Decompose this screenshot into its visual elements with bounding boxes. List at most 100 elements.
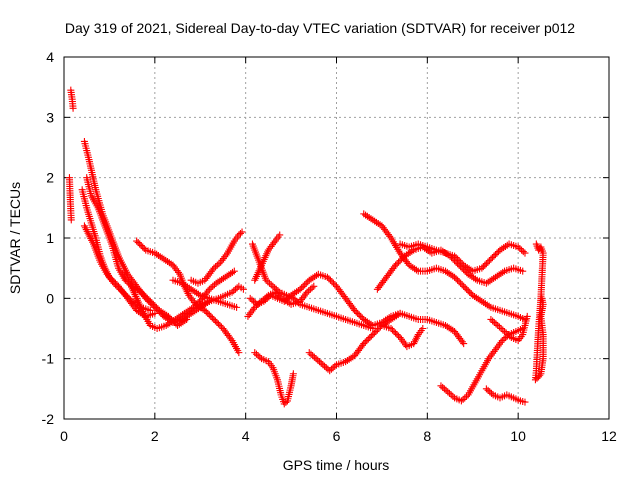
data-point-marker xyxy=(369,331,377,339)
data-point-marker xyxy=(251,349,259,357)
data-point-marker xyxy=(372,328,380,336)
data-point-marker xyxy=(267,281,275,289)
data-point-marker xyxy=(276,231,284,239)
data-point-marker xyxy=(296,285,304,293)
series-track-24 xyxy=(482,385,529,406)
data-point-marker xyxy=(204,309,212,317)
data-point-marker xyxy=(492,320,500,328)
x-tick-label: 6 xyxy=(333,428,341,444)
data-point-marker xyxy=(364,335,372,343)
data-point-marker xyxy=(254,352,262,360)
data-point-marker xyxy=(484,258,492,266)
data-point-marker xyxy=(256,353,264,361)
data-point-marker xyxy=(370,329,378,337)
x-tick-label: 0 xyxy=(60,428,68,444)
data-point-marker xyxy=(461,394,469,402)
x-tick-label: 12 xyxy=(601,428,617,444)
data-point-marker xyxy=(386,232,394,240)
data-point-marker xyxy=(444,388,452,396)
data-point-marker xyxy=(116,285,124,293)
data-point-marker xyxy=(354,309,362,317)
data-point-marker xyxy=(214,320,222,328)
data-point-marker xyxy=(445,389,453,397)
data-point-marker xyxy=(504,331,512,339)
data-point-marker xyxy=(500,335,508,343)
data-point-marker xyxy=(151,302,159,310)
data-point-marker xyxy=(213,261,221,269)
series-track-20 xyxy=(396,240,529,275)
data-point-marker xyxy=(460,282,468,290)
data-point-marker xyxy=(323,273,331,281)
data-point-marker xyxy=(484,386,492,394)
data-point-marker xyxy=(189,303,197,311)
data-point-marker xyxy=(216,321,224,329)
data-point-marker xyxy=(215,260,223,268)
data-point-marker xyxy=(494,321,502,329)
data-point-marker xyxy=(309,352,317,360)
data-point-marker xyxy=(122,291,130,299)
data-point-marker xyxy=(314,356,322,364)
data-point-marker xyxy=(164,312,172,320)
data-point-marker xyxy=(351,306,359,314)
data-point-marker xyxy=(317,359,325,367)
data-point-marker xyxy=(531,376,539,384)
data-point-marker xyxy=(183,315,191,323)
data-point-marker xyxy=(305,349,313,357)
data-point-marker xyxy=(139,290,147,298)
data-point-marker xyxy=(208,314,216,322)
data-point-marker xyxy=(390,328,398,336)
data-point-marker xyxy=(227,335,235,343)
data-point-marker xyxy=(248,296,256,304)
data-point-marker xyxy=(487,389,495,397)
data-point-marker xyxy=(506,332,514,340)
data-point-marker xyxy=(442,386,450,394)
data-point-marker xyxy=(140,245,148,253)
data-point-marker xyxy=(482,385,490,393)
data-point-marker xyxy=(495,323,503,331)
data-point-marker xyxy=(298,284,306,292)
data-point-marker xyxy=(455,278,463,286)
data-point-marker xyxy=(275,291,283,299)
y-axis-title: SDTVAR / TECUs xyxy=(7,182,23,294)
data-point-marker xyxy=(236,229,244,237)
data-point-marker xyxy=(487,255,495,263)
data-point-marker xyxy=(485,257,493,265)
data-point-marker xyxy=(239,285,247,293)
data-point-marker xyxy=(328,278,336,286)
data-point-marker xyxy=(461,284,469,292)
x-tick-label: 4 xyxy=(242,428,250,444)
data-point-marker xyxy=(481,261,489,269)
series-track-14 xyxy=(246,270,404,329)
data-point-marker xyxy=(233,303,241,311)
data-point-marker xyxy=(133,237,141,245)
data-point-marker xyxy=(205,285,213,293)
data-point-marker xyxy=(326,276,334,284)
data-point-marker xyxy=(478,264,486,272)
data-point-marker xyxy=(276,293,284,301)
data-point-marker xyxy=(210,264,218,272)
data-point-marker xyxy=(285,293,293,301)
data-point-marker xyxy=(269,282,277,290)
data-point-marker xyxy=(209,266,217,274)
data-point-marker xyxy=(118,287,126,295)
data-point-marker xyxy=(301,281,309,289)
data-point-marker xyxy=(125,294,133,302)
series-track-1 xyxy=(67,86,77,112)
data-point-marker xyxy=(124,293,132,301)
data-point-marker xyxy=(457,279,465,287)
data-point-marker xyxy=(463,392,471,400)
data-point-marker xyxy=(121,290,129,298)
data-point-marker xyxy=(310,353,318,361)
data-point-marker xyxy=(437,382,445,390)
data-point-marker xyxy=(457,258,465,266)
data-point-marker xyxy=(212,263,220,271)
series-track-13 xyxy=(251,231,284,284)
data-point-marker xyxy=(490,318,498,326)
data-point-marker xyxy=(498,337,506,345)
series-track-22 xyxy=(437,325,527,405)
data-point-marker xyxy=(490,252,498,260)
data-point-marker xyxy=(151,309,159,317)
series-track-18 xyxy=(360,210,529,323)
